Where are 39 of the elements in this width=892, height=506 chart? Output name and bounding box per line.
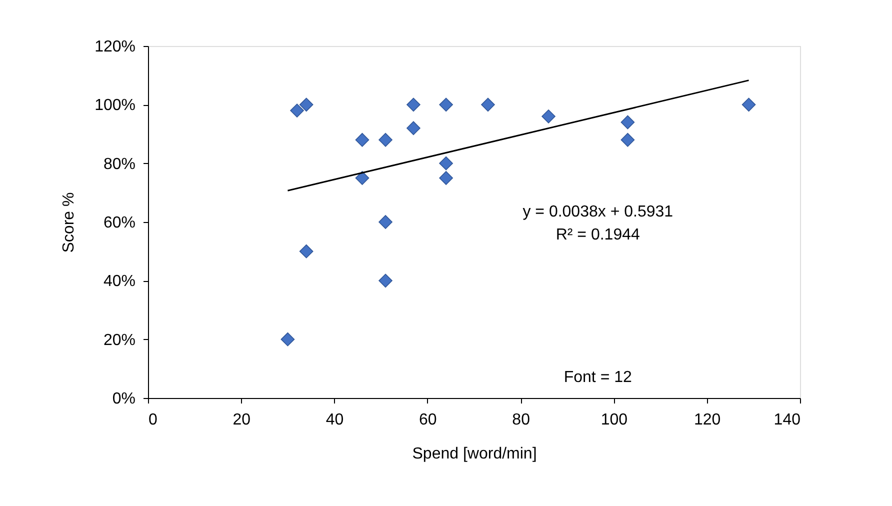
y-tick-label: 40% (103, 273, 136, 290)
x-tick-label: 40 (326, 412, 344, 428)
x-axis-title: Spend [word/min] (412, 446, 537, 462)
point (481, 98, 495, 112)
y-tick-label: 20% (103, 332, 136, 349)
x-tick-label: 120 (694, 412, 721, 428)
point (378, 274, 392, 288)
annotation: y = 0.0038x + 0.5931 (522, 203, 674, 220)
point (299, 98, 314, 112)
x-tick-label: 140 (774, 412, 801, 428)
point (378, 215, 392, 229)
point (439, 171, 453, 185)
point (355, 171, 370, 185)
point (439, 98, 453, 112)
y-tick-label: 0% (112, 390, 136, 408)
point (742, 98, 756, 112)
point (439, 156, 453, 170)
point (620, 115, 635, 130)
x-tick-label: 80 (512, 412, 530, 428)
point (620, 132, 635, 147)
y-tick-label: 120% (94, 38, 136, 56)
point (378, 132, 392, 147)
point (355, 132, 370, 147)
point (542, 109, 556, 124)
y-tick-label: 100% (94, 97, 136, 114)
point (290, 104, 304, 118)
point (299, 244, 314, 258)
annotation: Font = 12 (564, 368, 632, 386)
x-tick-label: 0 (148, 412, 158, 428)
x-tick-label: 100 (600, 412, 628, 428)
y-tick-label: 80% (103, 156, 136, 173)
point (406, 98, 420, 112)
point (406, 121, 420, 136)
x-tick-label: 20 (232, 412, 251, 428)
y-tick-label: 60% (103, 214, 136, 232)
x-tick-label: 60 (419, 412, 437, 428)
y-axis-title: Score % (60, 192, 78, 253)
annotation: R² = 0.1944 (556, 226, 640, 244)
point (280, 332, 295, 346)
